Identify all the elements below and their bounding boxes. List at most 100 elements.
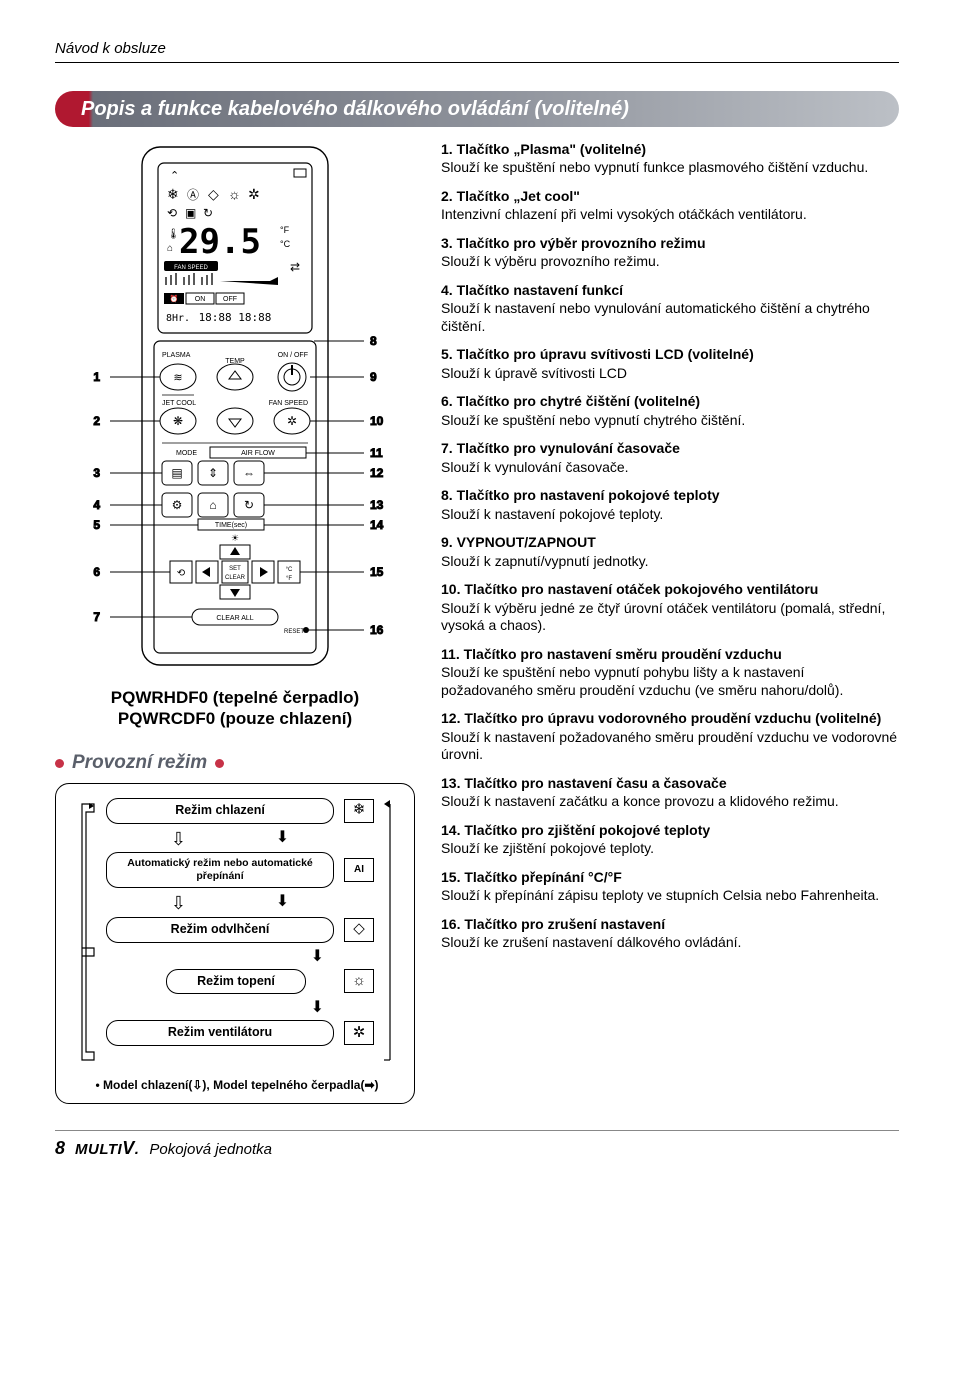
svg-text:15: 15 — [370, 565, 384, 579]
mode-heading: Provozní režim — [72, 751, 207, 775]
snowflake-icon: ❄ — [344, 799, 374, 823]
flow-right-markers — [382, 798, 396, 1068]
svg-text:☀: ☀ — [231, 533, 239, 543]
svg-text:5: 5 — [93, 518, 100, 532]
desc-item: 11. Tlačítko pro nastavení směru prouděn… — [441, 646, 899, 700]
mode-label: Režim ventilátoru — [106, 1020, 334, 1046]
desc-item: 4. Tlačítko nastavení funkcíSlouží k nas… — [441, 282, 899, 336]
mode-box: Režim chlazení ❄ ⇩⬇ Automatický režim ne… — [55, 783, 415, 1104]
mode-label: Režim chlazení — [106, 798, 334, 824]
svg-text:⌂: ⌂ — [209, 498, 216, 512]
svg-text:°F: °F — [280, 225, 290, 235]
mode-row: Režim chlazení ❄ — [106, 798, 374, 824]
arrow-row: ⬇ — [126, 998, 324, 1018]
mode-heading-row: Provozní režim — [55, 751, 415, 775]
section-title-bar: Popis a funkce kabelového dálkového ovlá… — [55, 91, 899, 127]
svg-text:⏰: ⏰ — [170, 294, 179, 303]
description-list: 1. Tlačítko „Plasma" (volitelné)Slouží k… — [441, 141, 899, 952]
svg-text:ON / OFF: ON / OFF — [278, 352, 308, 359]
flow-left-markers — [78, 798, 98, 1068]
svg-text:10: 10 — [370, 414, 384, 428]
svg-text:⌂: ⌂ — [167, 243, 173, 254]
svg-text:TIME(sec): TIME(sec) — [215, 522, 247, 529]
svg-text:6: 6 — [93, 565, 100, 579]
svg-text:⇄: ⇄ — [290, 260, 300, 274]
svg-text:❋: ❋ — [173, 414, 183, 428]
desc-item: 13. Tlačítko pro nastavení času a časova… — [441, 775, 899, 811]
svg-text:✲: ✲ — [287, 414, 297, 428]
remote-illustration: ⌃ ❄ Ⓐ ◇ ☼ ✲ ⟲ ▣ ↻ 29.5 °F °C 🌡 ⌂ FAN SPE… — [70, 141, 400, 671]
desc-item: 14. Tlačítko pro zjištění pokojové teplo… — [441, 822, 899, 858]
mode-label: Automatický režim nebo automatické přepí… — [106, 852, 334, 888]
model-line-1: PQWRHDF0 (tepelné čerpadlo) — [55, 687, 415, 708]
svg-text:⟲: ⟲ — [177, 568, 186, 579]
drop-icon: ◇ — [344, 918, 374, 942]
desc-item: 10. Tlačítko pro nastavení otáček pokojo… — [441, 581, 899, 635]
lcd-temp: 29.5 — [179, 222, 261, 262]
bullet-icon — [55, 759, 64, 768]
svg-text:1: 1 — [93, 370, 100, 384]
desc-item: 16. Tlačítko pro zrušení nastaveníSlouží… — [441, 916, 899, 952]
sun-icon: ☼ — [344, 969, 374, 993]
svg-text:↻: ↻ — [244, 498, 254, 512]
svg-text:✲: ✲ — [248, 186, 260, 202]
svg-text:OFF: OFF — [223, 296, 237, 303]
svg-text:ON: ON — [195, 296, 206, 303]
svg-text:7: 7 — [93, 610, 100, 624]
page-number: 8 — [55, 1137, 65, 1160]
fan-icon: ✲ — [344, 1021, 374, 1045]
desc-item: 7. Tlačítko pro vynulování časovačeSlouž… — [441, 440, 899, 476]
arrow-row: ⇩⬇ — [126, 828, 334, 851]
section-title: Popis a funkce kabelového dálkového ovlá… — [55, 91, 899, 122]
svg-text:⇕: ⇕ — [208, 466, 218, 480]
svg-text:2: 2 — [93, 414, 100, 428]
svg-text:SET: SET — [229, 566, 241, 572]
svg-text:Ⓐ: Ⓐ — [187, 188, 199, 202]
desc-item: 9. VYPNOUT/ZAPNOUTSlouží k zapnutí/vypnu… — [441, 534, 899, 570]
svg-text:▤: ▤ — [171, 466, 182, 480]
desc-item: 2. Tlačítko „Jet cool"Intenzivní chlazen… — [441, 188, 899, 224]
mode-footer: • Model chlazení(⇩), Model tepelného čer… — [78, 1078, 396, 1093]
desc-item: 12. Tlačítko pro úpravu vodorovného prou… — [441, 710, 899, 764]
svg-text:↻: ↻ — [203, 206, 213, 220]
arrow-row: ⇩⬇ — [126, 892, 334, 915]
svg-text:AIR FLOW: AIR FLOW — [241, 450, 275, 457]
desc-item: 5. Tlačítko pro úpravu svítivosti LCD (v… — [441, 346, 899, 382]
svg-text:☼: ☼ — [228, 186, 241, 202]
svg-text:MODE: MODE — [176, 450, 197, 457]
breadcrumb: Návod k obsluze — [55, 40, 899, 59]
svg-text:RESET: RESET — [284, 629, 304, 635]
svg-text:11: 11 — [370, 446, 383, 460]
svg-text:PLASMA: PLASMA — [162, 352, 191, 359]
svg-text:⟲: ⟲ — [167, 206, 177, 220]
desc-item: 8. Tlačítko pro nastavení pokojové teplo… — [441, 487, 899, 523]
svg-text:12: 12 — [370, 466, 384, 480]
svg-text:°C: °C — [286, 567, 293, 573]
bullet-icon — [215, 759, 224, 768]
desc-item: 3. Tlačítko pro výběr provozního režimuS… — [441, 235, 899, 271]
footer-subtitle: Pokojová jednotka — [149, 1141, 272, 1160]
svg-text:❄: ❄ — [167, 186, 179, 202]
desc-item: 1. Tlačítko „Plasma" (volitelné)Slouží k… — [441, 141, 899, 177]
svg-text:≋: ≋ — [173, 372, 182, 384]
brand: MULTIV. — [75, 1137, 139, 1160]
mode-row: Režim topení ☼ — [166, 969, 374, 995]
svg-text:⌃: ⌃ — [170, 170, 179, 182]
svg-text:9: 9 — [370, 370, 377, 384]
header-rule — [55, 62, 899, 63]
auto-icon: AI — [344, 858, 374, 882]
svg-text:14: 14 — [370, 518, 384, 532]
page-footer: 8 MULTIV. Pokojová jednotka — [55, 1130, 899, 1160]
svg-text:JET COOL: JET COOL — [162, 400, 196, 407]
svg-text:CLEAR ALL: CLEAR ALL — [216, 615, 253, 622]
svg-text:⚙: ⚙ — [172, 498, 183, 512]
svg-text:🌡: 🌡 — [167, 228, 180, 240]
svg-text:13: 13 — [370, 498, 384, 512]
desc-item: 6. Tlačítko pro chytré čištění (voliteln… — [441, 393, 899, 429]
mode-row: Režim ventilátoru ✲ — [106, 1020, 374, 1046]
mode-row: Režim odvlhčení ◇ — [106, 917, 374, 943]
svg-text:⇔: ⇔ — [243, 466, 255, 480]
mode-label: Režim topení — [166, 969, 306, 995]
svg-text:3: 3 — [93, 466, 100, 480]
svg-text:FAN SPEED: FAN SPEED — [174, 265, 208, 271]
